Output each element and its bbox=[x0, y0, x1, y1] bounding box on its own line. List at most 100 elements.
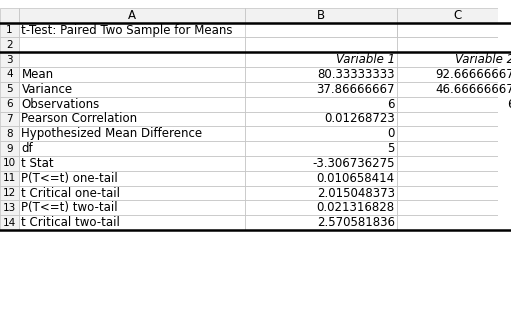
Bar bbox=[19, 141, 245, 156]
Bar bbox=[245, 201, 398, 215]
Text: t Stat: t Stat bbox=[21, 157, 54, 170]
Text: 37.86666667: 37.86666667 bbox=[316, 83, 395, 96]
Bar bbox=[19, 8, 245, 23]
Bar bbox=[0, 215, 19, 230]
Text: 0.01268723: 0.01268723 bbox=[324, 112, 395, 125]
Text: Variable 1: Variable 1 bbox=[336, 53, 395, 66]
Bar bbox=[245, 8, 398, 23]
Text: 9: 9 bbox=[6, 144, 13, 154]
Text: Mean: Mean bbox=[21, 68, 54, 81]
Bar bbox=[19, 37, 245, 52]
Text: 6: 6 bbox=[6, 99, 13, 109]
Bar bbox=[398, 171, 511, 186]
Text: B: B bbox=[317, 9, 326, 22]
Text: 14: 14 bbox=[3, 218, 16, 228]
Bar bbox=[245, 97, 398, 112]
Text: 0.021316828: 0.021316828 bbox=[317, 201, 395, 214]
Bar bbox=[398, 97, 511, 112]
Text: 92.66666667: 92.66666667 bbox=[435, 68, 511, 81]
Bar bbox=[0, 52, 19, 67]
Bar bbox=[398, 67, 511, 82]
Bar bbox=[245, 171, 398, 186]
Text: 0: 0 bbox=[387, 127, 395, 140]
Bar bbox=[19, 126, 245, 141]
Text: 10: 10 bbox=[3, 158, 16, 168]
Bar bbox=[398, 112, 511, 126]
Bar bbox=[0, 141, 19, 156]
Bar bbox=[245, 141, 398, 156]
Text: 6: 6 bbox=[507, 98, 511, 111]
Bar bbox=[0, 82, 19, 97]
Text: P(T<=t) one-tail: P(T<=t) one-tail bbox=[21, 172, 118, 185]
Bar bbox=[0, 201, 19, 215]
Bar bbox=[0, 23, 19, 37]
Text: 7: 7 bbox=[6, 114, 13, 124]
Bar bbox=[19, 112, 245, 126]
Text: Variance: Variance bbox=[21, 83, 73, 96]
Text: Pearson Correlation: Pearson Correlation bbox=[21, 112, 137, 125]
Text: 13: 13 bbox=[3, 203, 16, 213]
Bar bbox=[0, 37, 19, 52]
Text: t-Test: Paired Two Sample for Means: t-Test: Paired Two Sample for Means bbox=[21, 23, 233, 37]
Text: 8: 8 bbox=[6, 129, 13, 139]
Bar bbox=[245, 37, 398, 52]
Text: Variable 2: Variable 2 bbox=[455, 53, 511, 66]
Text: 2.570581836: 2.570581836 bbox=[317, 216, 395, 229]
Bar bbox=[0, 186, 19, 201]
Text: 11: 11 bbox=[3, 173, 16, 183]
Bar bbox=[0, 156, 19, 171]
Text: Observations: Observations bbox=[21, 98, 100, 111]
Text: 46.66666667: 46.66666667 bbox=[435, 83, 511, 96]
Bar bbox=[0, 112, 19, 126]
Text: P(T<=t) two-tail: P(T<=t) two-tail bbox=[21, 201, 118, 214]
Text: 12: 12 bbox=[3, 188, 16, 198]
Bar bbox=[245, 186, 398, 201]
Bar bbox=[0, 97, 19, 112]
Bar bbox=[398, 8, 511, 23]
Bar bbox=[19, 52, 245, 67]
Bar bbox=[398, 186, 511, 201]
Text: 2: 2 bbox=[6, 40, 13, 50]
Bar bbox=[19, 215, 245, 230]
Bar bbox=[19, 97, 245, 112]
Bar bbox=[19, 186, 245, 201]
Bar bbox=[245, 52, 398, 67]
Text: C: C bbox=[453, 9, 461, 22]
Bar bbox=[0, 126, 19, 141]
Text: t Critical one-tail: t Critical one-tail bbox=[21, 187, 121, 200]
Bar bbox=[398, 215, 511, 230]
Bar bbox=[245, 126, 398, 141]
Bar bbox=[0, 171, 19, 186]
Text: Hypothesized Mean Difference: Hypothesized Mean Difference bbox=[21, 127, 202, 140]
Bar bbox=[19, 156, 245, 171]
Text: 4: 4 bbox=[6, 70, 13, 80]
Text: t Critical two-tail: t Critical two-tail bbox=[21, 216, 120, 229]
Text: 1: 1 bbox=[6, 25, 13, 35]
Bar bbox=[398, 141, 511, 156]
Bar bbox=[19, 67, 245, 82]
Bar bbox=[398, 82, 511, 97]
Bar bbox=[398, 37, 511, 52]
Bar bbox=[245, 156, 398, 171]
Bar bbox=[398, 23, 511, 37]
Text: A: A bbox=[128, 9, 136, 22]
Bar bbox=[245, 112, 398, 126]
Bar bbox=[19, 82, 245, 97]
Text: 3: 3 bbox=[6, 55, 13, 65]
Bar bbox=[245, 82, 398, 97]
Text: 0.010658414: 0.010658414 bbox=[317, 172, 395, 185]
Bar bbox=[245, 67, 398, 82]
Text: 2.015048373: 2.015048373 bbox=[317, 187, 395, 200]
Text: -3.306736275: -3.306736275 bbox=[312, 157, 395, 170]
Text: 6: 6 bbox=[387, 98, 395, 111]
Bar bbox=[0, 67, 19, 82]
Bar bbox=[398, 52, 511, 67]
Bar bbox=[398, 156, 511, 171]
Bar bbox=[398, 201, 511, 215]
Bar bbox=[0, 8, 19, 23]
Text: 5: 5 bbox=[387, 142, 395, 155]
Bar bbox=[245, 23, 398, 37]
Text: df: df bbox=[21, 142, 33, 155]
Bar bbox=[19, 201, 245, 215]
Bar bbox=[19, 171, 245, 186]
